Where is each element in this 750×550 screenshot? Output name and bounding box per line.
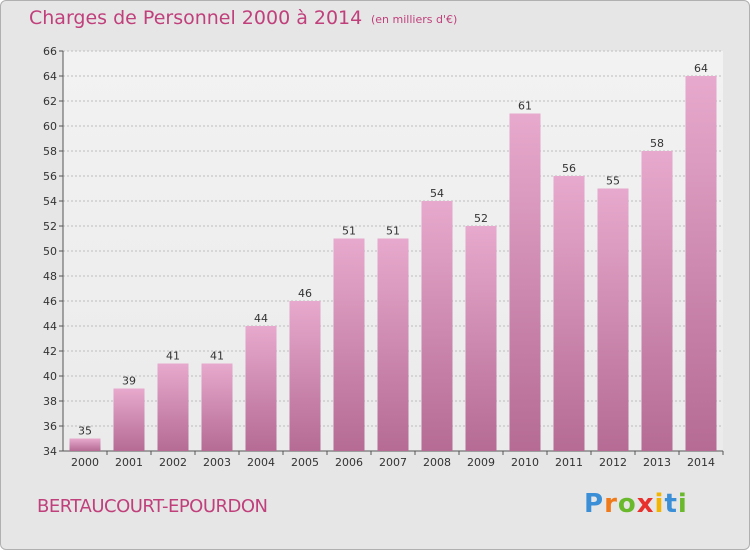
axes: 34 36 38 40 42 44 46 48 50 52 54 56 58 60 62 64 66 2000 20… (43, 45, 724, 469)
logo-letter: P (584, 489, 605, 519)
bar-value-label: 41 (166, 350, 180, 363)
x-tick-label: 2011 (555, 456, 583, 469)
bars (69, 76, 717, 451)
x-tick-label: 2013 (643, 456, 671, 469)
bar (421, 201, 453, 451)
bar (465, 226, 497, 451)
x-tick-label: 2010 (511, 456, 539, 469)
bar (597, 188, 629, 451)
bar-value-label: 55 (606, 175, 620, 188)
y-tick-label: 64 (43, 70, 57, 83)
bar-value-label: 61 (518, 100, 532, 113)
y-tick-label: 62 (43, 95, 57, 108)
data-labels: 35 39 41 41 44 46 51 51 54 52 61 56 55 58 64 (78, 62, 708, 438)
x-tick-label: 2014 (687, 456, 715, 469)
bar-value-label: 51 (342, 225, 356, 238)
bar-value-label: 54 (430, 187, 444, 200)
x-tick-label: 2003 (203, 456, 231, 469)
x-tick-label: 2008 (423, 456, 451, 469)
bar (245, 326, 277, 451)
x-tick-label: 2009 (467, 456, 495, 469)
x-tick-label: 2012 (599, 456, 627, 469)
bar (553, 176, 585, 451)
chart-title: Charges de Personnel 2000 à 2014 (29, 7, 363, 29)
logo-letter: i (677, 489, 688, 519)
bar-value-label: 41 (210, 350, 224, 363)
logo-letter: i (654, 489, 665, 519)
bar (377, 238, 409, 451)
y-tick-label: 46 (43, 295, 57, 308)
bar-value-label: 46 (298, 287, 312, 300)
bar (685, 76, 717, 451)
x-tick-label: 2001 (115, 456, 143, 469)
y-tick-label: 34 (43, 445, 57, 458)
bar-value-label: 64 (694, 62, 708, 75)
y-tick-label: 52 (43, 220, 57, 233)
chart-subtitle: (en milliers d'€) (371, 13, 458, 26)
logo-letter: t (664, 489, 678, 519)
bar (201, 363, 233, 451)
logo-letter: x (636, 489, 655, 519)
x-tick-label: 2004 (247, 456, 275, 469)
y-tick-label: 36 (43, 420, 57, 433)
logo-letter: r (604, 489, 618, 519)
bar-value-label: 52 (474, 212, 488, 225)
bar (333, 238, 365, 451)
logo-letter: o (617, 489, 637, 519)
y-tick-label: 50 (43, 245, 57, 258)
x-tick-label: 2007 (379, 456, 407, 469)
bar-value-label: 39 (122, 375, 136, 388)
y-tick-label: 58 (43, 145, 57, 158)
bar (289, 301, 321, 451)
y-tick-label: 40 (43, 370, 57, 383)
y-tick-label: 66 (43, 45, 57, 58)
y-tick-label: 56 (43, 170, 57, 183)
proxiti-logo: Proxiti (584, 489, 688, 519)
bar-value-label: 44 (254, 312, 268, 325)
bar (509, 113, 541, 451)
x-tick-label: 2000 (71, 456, 99, 469)
y-tick-label: 48 (43, 270, 57, 283)
place-name: BERTAUCOURT-EPOURDON (37, 496, 268, 517)
y-tick-label: 44 (43, 320, 57, 333)
bar-value-label: 35 (78, 425, 92, 438)
bar-value-label: 58 (650, 137, 664, 150)
x-tick-label: 2002 (159, 456, 187, 469)
bar (157, 363, 189, 451)
bar (641, 151, 673, 451)
x-tick-label: 2005 (291, 456, 319, 469)
bar (69, 438, 101, 451)
x-tick-label: 2006 (335, 456, 363, 469)
y-tick-label: 54 (43, 195, 57, 208)
y-tick-label: 60 (43, 120, 57, 133)
bar-value-label: 51 (386, 225, 400, 238)
y-tick-label: 38 (43, 395, 57, 408)
y-tick-label: 42 (43, 345, 57, 358)
bar (113, 388, 145, 451)
bar-value-label: 56 (562, 162, 576, 175)
